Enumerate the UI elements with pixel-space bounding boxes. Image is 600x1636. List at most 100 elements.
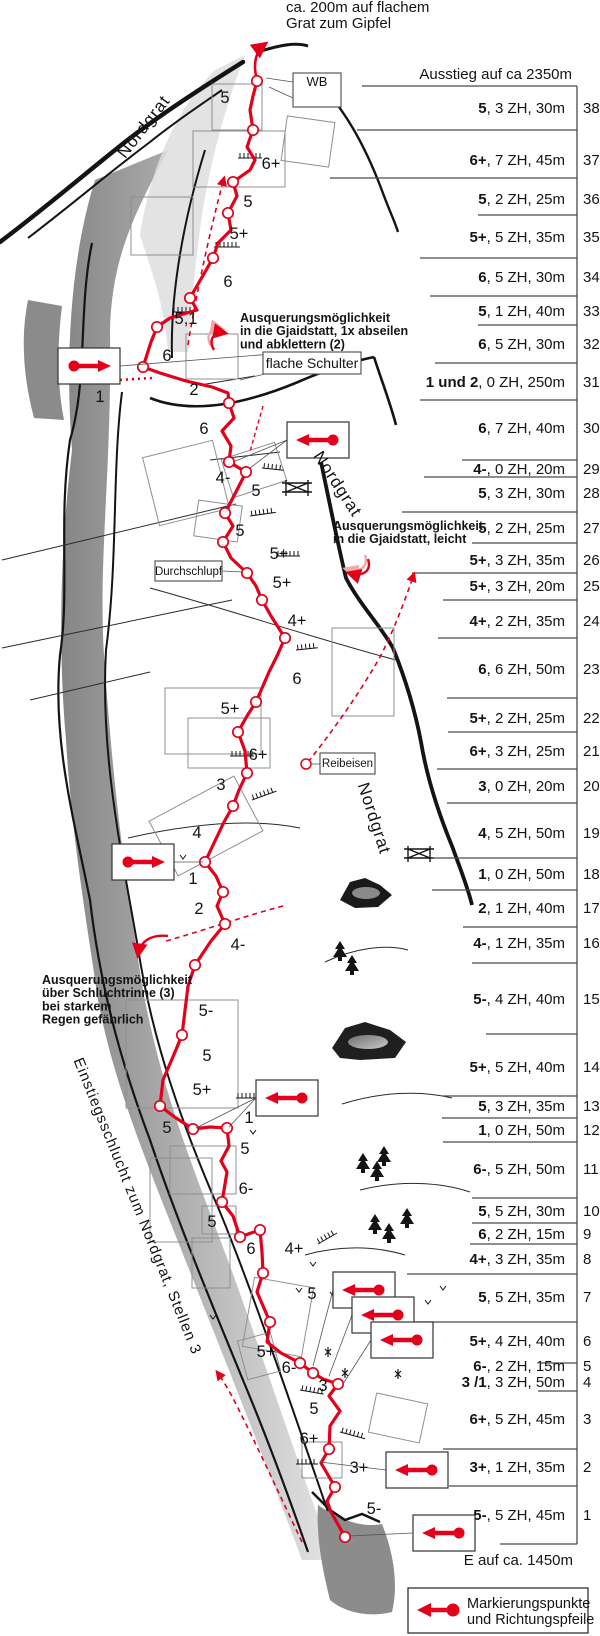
pitch-description: 5+, 5 ZH, 40m [470, 1059, 565, 1076]
pitch-description: 6, 5 ZH, 30m [478, 269, 565, 286]
grass-mark [209, 1314, 217, 1320]
slab-panel [367, 1392, 429, 1444]
pitch-description: 5+, 3 ZH, 20m [470, 578, 565, 595]
belay-station [226, 175, 240, 189]
route-variant-dotted-traverse [101, 376, 153, 383]
ledge-hatch [172, 307, 194, 313]
pitch-description: 6, 7 ZH, 40m [478, 420, 565, 437]
pitch-number: 28 [583, 485, 600, 502]
pitch-number: 31 [583, 374, 600, 391]
belay-station [293, 1356, 307, 1370]
slab-panel [141, 439, 231, 527]
belay-station [150, 320, 164, 334]
belay-station [186, 1122, 200, 1136]
ledge-lines [1, 375, 471, 1256]
pitch-description: 3+, 1 ZH, 35m [470, 1459, 565, 1476]
tree-icon [377, 1146, 391, 1166]
marker-dot [68, 360, 80, 372]
wb-label: WB [307, 74, 328, 89]
route-grade-label: 5 [235, 522, 244, 540]
pitch-number: 6 [583, 1333, 591, 1350]
route-grade-label: 1 [188, 870, 197, 888]
flache-schulter-label: flache Schulter [266, 355, 359, 371]
belay-station [188, 958, 202, 972]
marker-leader-line [228, 1097, 257, 1128]
pitch-number: 7 [583, 1289, 591, 1306]
slab-panel [211, 83, 263, 131]
label-leader-line [239, 373, 266, 381]
belay-station [249, 695, 263, 709]
belay-station [256, 1266, 270, 1280]
belay-station [331, 1377, 345, 1391]
marker-dot [392, 1309, 404, 1321]
marker-leader-line [319, 1461, 387, 1471]
route-grade-label: 5+ [193, 1081, 212, 1099]
pitch-number: 3 [583, 1411, 591, 1428]
belay-station [278, 631, 292, 645]
route-grade-label: 5- [199, 1002, 214, 1020]
pitch-number: 33 [583, 303, 600, 320]
belay-station [250, 74, 264, 88]
route-grade-label: 5+ [221, 700, 240, 718]
ledge-hatch [249, 507, 276, 517]
marker-arrowhead-left [380, 1334, 393, 1346]
rock-face-artwork [0, 42, 474, 1615]
climbing-route [101, 41, 417, 1544]
grass-mark [179, 854, 187, 860]
belay-station [246, 123, 260, 137]
route-grade-label: 6 [223, 273, 232, 291]
route-grade-label: 5+ [270, 545, 289, 563]
marker-leader-line [195, 1097, 257, 1129]
pitch-description: 1, 0 ZH, 50m [478, 1122, 565, 1139]
ridge-line [257, 42, 309, 54]
route-grade-label: 5+ [257, 1343, 276, 1361]
einstieg-altitude-label: E auf ca. 1450m [464, 1552, 573, 1569]
marker-dot [373, 1284, 385, 1296]
belay-station [322, 1442, 336, 1456]
pitch-number: 36 [583, 191, 600, 208]
route-variant-gully-top-dashed [187, 175, 227, 346]
pitch-separator-lines [330, 85, 578, 1545]
slab-panel [192, 130, 286, 188]
ridge-line [27, 89, 223, 239]
pitch-number: 38 [583, 100, 600, 117]
route-grade-label: 5 [220, 89, 229, 107]
belay-station [239, 465, 253, 479]
marker-arrowhead-left [395, 1464, 408, 1476]
route-grade-label: 5+ [230, 225, 249, 243]
anchor-mark [324, 1347, 332, 1357]
red-annotation: Ausquerungsmöglichkeit in die Gjaidstatt,… [333, 519, 484, 546]
route-grade-label: 4+ [285, 1240, 304, 1258]
flache-schulter-label-box [262, 351, 362, 375]
pitch-description: 4+, 3 ZH, 35m [470, 1251, 565, 1268]
belay-station [222, 455, 236, 469]
pitch-description: 4-, 1 ZH, 35m [473, 935, 565, 952]
marker-arrow-icon [417, 1603, 460, 1617]
route-grade-label: 5+ [273, 574, 292, 592]
grass-mark [439, 1285, 447, 1291]
slab-panel [280, 115, 336, 168]
belay-station [218, 506, 232, 520]
route-grade-label: 4+ [288, 612, 307, 630]
pitch-list: 5, 3 ZH, 30m 386+, 7 ZH, 45m 375, 2 ZH, 25… [426, 100, 600, 1524]
wb-label-box [292, 72, 342, 108]
pitch-description: 6, 5 ZH, 30m [478, 336, 565, 353]
slab-panel [130, 196, 194, 256]
pitch-description: 4-, 0 ZH, 20m [473, 461, 565, 478]
pitch-description: 5, 1 ZH, 40m [478, 303, 565, 320]
belay-station [255, 593, 269, 607]
route-grade-label: 5- [367, 1500, 382, 1518]
pitch-number: 2 [583, 1459, 591, 1476]
slab-panel [149, 1157, 213, 1243]
label-leader-line [268, 86, 294, 99]
pitch-description: 4, 5 ZH, 50m [478, 825, 565, 842]
grass-mark [424, 1299, 432, 1305]
marker-leader-line [232, 439, 288, 463]
pitch-description: 6+, 7 ZH, 45m [470, 152, 565, 169]
pitch-description: 3, 0 ZH, 20m [478, 778, 565, 795]
marker-arrowhead-left [296, 434, 309, 446]
pitch-number: 9 [583, 1226, 591, 1243]
route-grade-label: 5 [309, 1400, 318, 1418]
marker-arrowhead-right [152, 856, 165, 868]
label-leader-line [221, 570, 244, 573]
